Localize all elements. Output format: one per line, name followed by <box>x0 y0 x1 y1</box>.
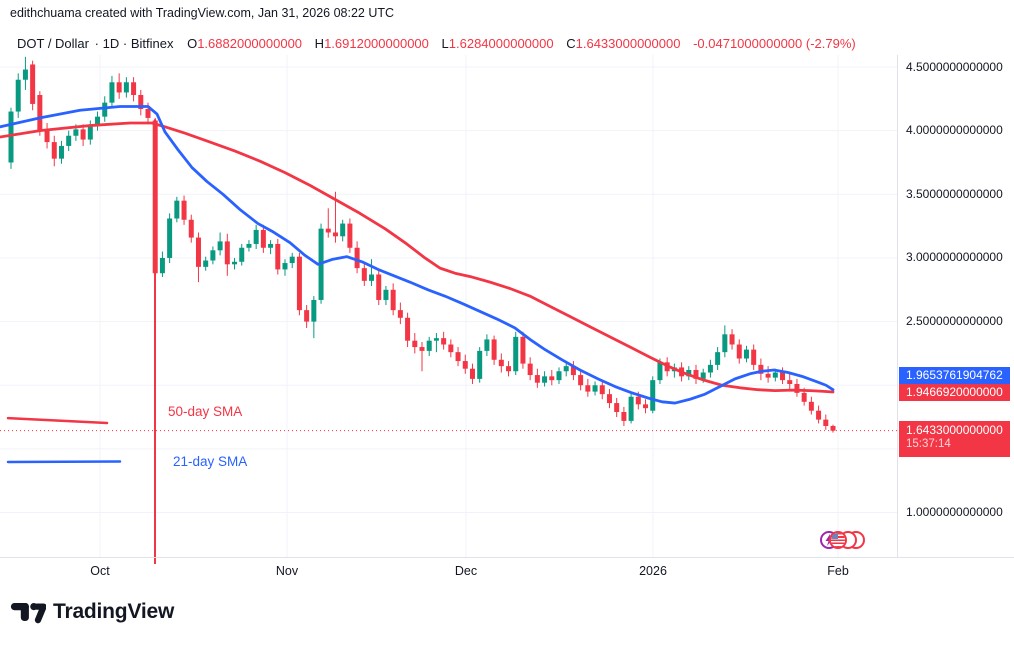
tradingview-logo[interactable]: TradingView <box>10 598 174 626</box>
symbol-legend[interactable]: DOT / Dollar · 1D · Bitfinex O1.68820000… <box>17 36 856 51</box>
event-line-axis-tick <box>154 558 156 564</box>
us-flag-icon <box>829 531 847 549</box>
time-tick-label: Feb <box>827 564 849 578</box>
close-value: C1.6433000000000 <box>566 36 681 51</box>
price-tick-label: 4.5000000000000 <box>906 59 1003 74</box>
high-value: H1.6912000000000 <box>314 36 429 51</box>
price-tick-label: 2.5000000000000 <box>906 314 1003 329</box>
sma21-price-label: 1.9653761904762 <box>899 367 1010 384</box>
price-tick-label: 1.0000000000000 <box>906 505 1003 520</box>
time-tick-label: 2026 <box>639 564 667 578</box>
sma21-annotation-label[interactable]: 21-day SMA <box>173 454 248 469</box>
tradingview-mark-icon <box>10 603 46 624</box>
open-value: O1.6882000000000 <box>187 36 303 51</box>
price-tick-label: 3.5000000000000 <box>906 186 1003 201</box>
candlestick-chart[interactable] <box>0 0 897 557</box>
sma50-price-label: 1.9466920000000 <box>899 384 1010 401</box>
time-tick-label: Dec <box>454 564 478 578</box>
time-tick-label: Oct <box>90 564 110 578</box>
price-tick-label: 4.0000000000000 <box>906 123 1003 138</box>
change-value: -0.0471000000000 (-2.79%) <box>693 36 856 51</box>
sma50-annotation-label[interactable]: 50-day SMA <box>168 404 243 419</box>
low-value: L1.6284000000000 <box>441 36 554 51</box>
interval-value: 1D <box>102 36 120 51</box>
last-price-label: 1.6433000000000 15:37:14 <box>899 421 1010 457</box>
exchange-name: Bitfinex <box>130 36 174 51</box>
price-tick-label: 3.0000000000000 <box>906 250 1003 265</box>
chart-pane[interactable]: 50-day SMA 21-day SMA <box>0 0 897 557</box>
bar-countdown: 15:37:14 <box>906 438 951 450</box>
tradingview-wordmark: TradingView <box>53 600 175 623</box>
symbol-description[interactable]: DOT / Dollar · 1D · Bitfinex <box>17 36 174 51</box>
time-scale[interactable]: Oct Nov Dec 2026 Feb <box>0 557 1014 586</box>
time-tick-label: Nov <box>275 564 299 578</box>
price-scale[interactable]: 1.9653761904762 1.9466920000000 1.643300… <box>897 55 1014 557</box>
economic-events-marker[interactable] <box>820 530 866 552</box>
attribution-text: edithchuama created with TradingView.com… <box>10 6 395 20</box>
last-price-value: 1.6433000000000 <box>906 423 1003 437</box>
